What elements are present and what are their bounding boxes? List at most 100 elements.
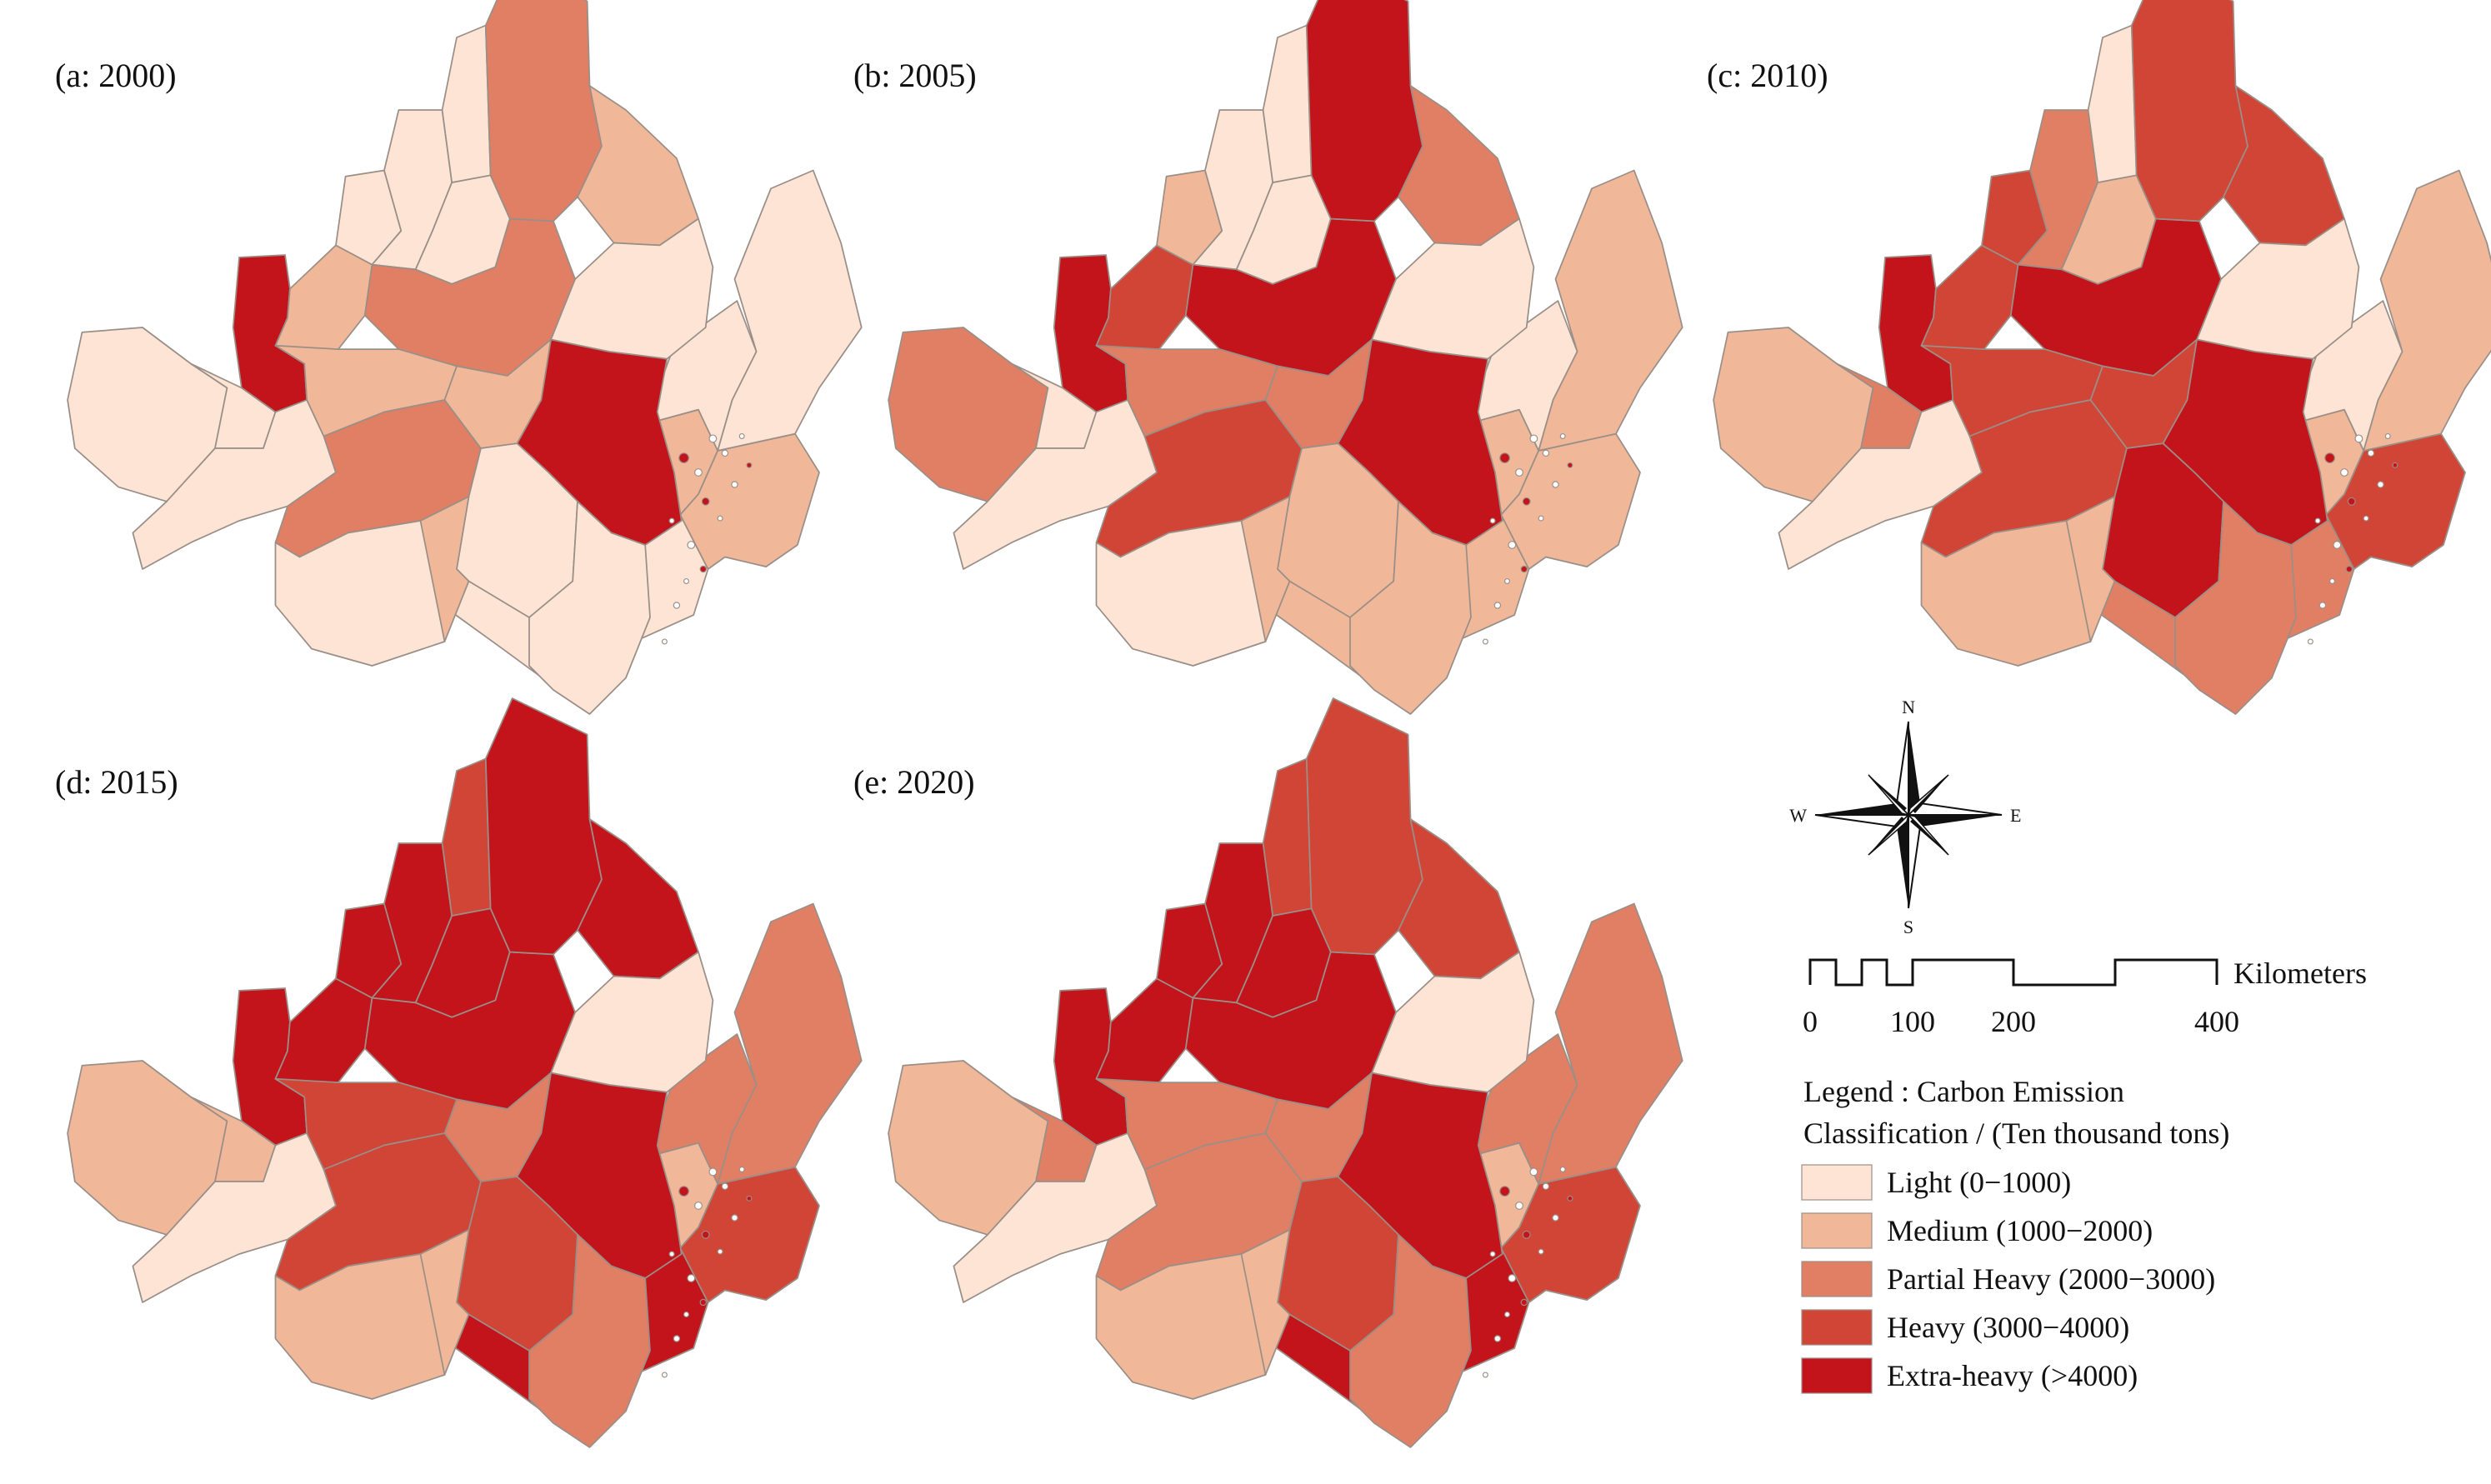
map-2020	[888, 697, 1683, 1448]
island-9-d	[673, 1335, 681, 1342]
legend-swatch-4	[1801, 1357, 1873, 1394]
island-3-e	[1542, 1182, 1550, 1191]
island-5-e	[1538, 1248, 1544, 1255]
island-7-a	[687, 541, 696, 549]
island-5-a	[717, 515, 723, 522]
region-25-d	[419, 1229, 470, 1376]
island-3-a	[721, 449, 729, 457]
region-5-e	[1538, 902, 1683, 1185]
scale-tick-400: 400	[2194, 1005, 2239, 1038]
island-9-c	[2318, 602, 2327, 609]
compass-west-label: W	[1789, 805, 1807, 826]
island-5-c	[2363, 515, 2369, 522]
legend-item-label-1: Medium (1000−2000)	[1887, 1214, 2153, 1247]
island-0-d	[678, 1186, 689, 1197]
region-5-a	[717, 169, 863, 452]
island-11-d	[738, 1167, 745, 1172]
island-2-d	[708, 1167, 718, 1177]
panel-label-2005: (b: 2005)	[853, 57, 977, 94]
compass-south-label: S	[1903, 917, 1913, 937]
region-5-d	[717, 902, 863, 1185]
region-25-e	[1240, 1229, 1291, 1376]
region-14-e	[1398, 818, 1520, 980]
island-4-d	[701, 1230, 710, 1239]
legend-item-label-2: Partial Heavy (2000−3000)	[1887, 1262, 2215, 1296]
region-14-b	[1398, 85, 1520, 247]
island-4-c	[2347, 497, 2356, 506]
island-0-e	[1499, 1186, 1510, 1197]
map-2000	[67, 0, 863, 715]
region-25-a	[419, 496, 470, 642]
legend-item-label-0: Light (0−1000)	[1887, 1166, 2071, 1199]
island-8-a	[699, 565, 708, 573]
legend-title-line2: Classification / (Ten thousand tons)	[1803, 1117, 2229, 1150]
map-2010	[1713, 0, 2491, 715]
island-13-d	[668, 1251, 675, 1257]
island-13-c	[2314, 517, 2321, 524]
island-0-c	[2324, 452, 2335, 463]
island-11-b	[1559, 433, 1566, 439]
region-14-c	[2223, 85, 2345, 247]
scale-unit-label: Kilometers	[2233, 957, 2367, 990]
island-7-e	[1508, 1274, 1517, 1282]
legend-title-line1: Legend : Carbon Emission	[1803, 1075, 2124, 1108]
island-0-a	[678, 452, 689, 463]
panel-label-2020: (e: 2020)	[853, 763, 975, 801]
island-1-d	[694, 1202, 703, 1210]
region-25-b	[1240, 496, 1291, 642]
island-1-e	[1515, 1202, 1523, 1210]
region-11-b	[1262, 24, 1313, 183]
island-12-e	[1567, 1195, 1573, 1202]
panel-label-2010: (c: 2010)	[1707, 57, 1828, 94]
island-10-d	[661, 1372, 668, 1378]
island-8-c	[2345, 565, 2353, 573]
island-2-b	[1529, 434, 1538, 443]
legend-item-label-4: Extra-heavy (>4000)	[1887, 1359, 2138, 1392]
island-3-d	[721, 1182, 729, 1191]
island-1-b	[1515, 468, 1523, 477]
island-6-e	[1552, 1214, 1559, 1222]
island-11-c	[2384, 433, 2391, 439]
legend-swatch-1	[1801, 1212, 1873, 1249]
island-8-b	[1520, 565, 1528, 573]
panel-label-2000: (a: 2000)	[55, 57, 177, 94]
island-14-e	[1504, 1312, 1510, 1317]
island-8-d	[699, 1298, 708, 1307]
island-4-e	[1522, 1230, 1531, 1239]
legend-swatch-2	[1801, 1261, 1873, 1297]
island-7-b	[1508, 541, 1517, 549]
island-9-a	[673, 602, 681, 609]
island-7-d	[687, 1274, 696, 1282]
island-13-e	[1489, 1251, 1496, 1257]
island-14-d	[683, 1312, 689, 1317]
region-26-b	[1349, 500, 1472, 715]
island-5-d	[717, 1248, 723, 1255]
region-11-c	[2087, 24, 2138, 183]
island-2-e	[1529, 1167, 1538, 1177]
island-14-b	[1504, 578, 1510, 584]
panel-label-2015: (d: 2015)	[55, 763, 178, 801]
island-7-c	[2333, 541, 2342, 549]
island-12-c	[2392, 462, 2398, 468]
island-14-a	[683, 578, 689, 584]
island-12-d	[746, 1195, 753, 1202]
scale-tick-100: 100	[1890, 1005, 1935, 1038]
map-2015	[67, 697, 863, 1448]
island-10-c	[2307, 638, 2313, 645]
island-1-c	[2340, 468, 2348, 477]
region-11-e	[1262, 757, 1313, 917]
region-26-d	[528, 1233, 651, 1448]
island-6-d	[731, 1214, 738, 1222]
legend: Legend : Carbon Emission Classification …	[1801, 1075, 2229, 1394]
scale-bar: 0 100 200 400 Kilometers	[1803, 957, 2367, 1038]
island-8-e	[1520, 1298, 1528, 1307]
region-5-c	[2363, 169, 2491, 452]
island-3-c	[2367, 449, 2375, 457]
island-12-a	[746, 462, 753, 468]
island-6-a	[731, 481, 738, 488]
region-26-a	[528, 500, 651, 715]
island-4-b	[1522, 497, 1531, 506]
island-0-b	[1499, 452, 1510, 463]
island-9-b	[1493, 602, 1502, 609]
